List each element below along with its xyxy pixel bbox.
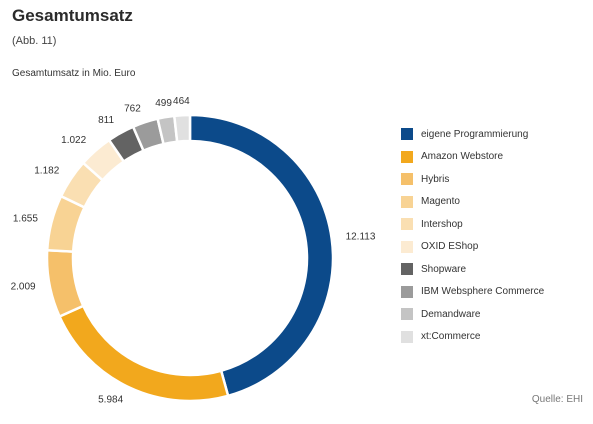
- legend-item-amazon-webstore: Amazon Webstore: [401, 146, 544, 169]
- legend-label: Amazon Webstore: [421, 151, 504, 163]
- legend-item-demandware: Demandware: [401, 303, 544, 326]
- value-label-ibm-websphere-commerce: 762: [124, 104, 141, 115]
- donut-slices: [45, 113, 335, 403]
- chart-title: Gesamtumsatz: [12, 6, 133, 25]
- legend-swatch: [401, 218, 413, 231]
- donut-value-labels: 12.113 5.984 2.009 1.655 1.182 1.022 811 762 499…: [11, 96, 376, 406]
- value-label-shopware: 811: [98, 115, 114, 126]
- value-label-xt-commerce: 464: [173, 96, 190, 107]
- value-label-oxid-eshop: 1.022: [61, 135, 86, 146]
- legend-label: Demandware: [421, 308, 481, 320]
- unit-label: Gesamtumsatz in Mio. Euro: [12, 68, 136, 79]
- legend-swatch: [401, 150, 413, 163]
- legend-label: Shopware: [421, 263, 467, 275]
- legend-swatch: [401, 330, 413, 343]
- slice-amazon-webstore: [57, 304, 230, 403]
- value-label-magento: 1.655: [13, 214, 38, 225]
- value-label-hybris: 2.009: [11, 281, 36, 292]
- legend-swatch: [401, 308, 413, 321]
- slice-xt-commerce: [172, 113, 192, 144]
- legend-label: Hybris: [421, 173, 450, 185]
- slice-eigene-programmierung: [188, 113, 335, 398]
- value-label-eigene-programmierung: 12.113: [346, 232, 376, 243]
- legend-swatch: [401, 128, 413, 141]
- source-note: Quelle: EHI: [531, 394, 583, 405]
- legend-swatch: [401, 173, 413, 186]
- value-label-demandware: 499: [155, 98, 172, 109]
- legend-swatch: [401, 195, 413, 208]
- legend-label: Intershop: [421, 218, 463, 230]
- legend-item-shopware: Shopware: [401, 258, 544, 281]
- slice-hybris: [45, 248, 85, 319]
- legend-label: IBM Websphere Commerce: [421, 286, 545, 298]
- legend-item-ibm-websphere-commerce: IBM Websphere Commerce: [401, 281, 544, 304]
- value-label-intershop: 1.182: [34, 166, 59, 177]
- legend-label: eigene Programmierung: [421, 128, 529, 140]
- chart-legend: eigene Programmierung Amazon Webstore Hybr…: [401, 123, 544, 348]
- legend-item-hybris: Hybris: [401, 168, 544, 191]
- figure-number: (Abb. 11): [12, 35, 57, 47]
- legend-item-intershop: Intershop: [401, 213, 544, 236]
- legend-item-magento: Magento: [401, 191, 544, 214]
- legend-swatch: [401, 263, 413, 276]
- value-label-amazon-webstore: 5.984: [98, 395, 123, 406]
- legend-item-xt-commerce: xt:Commerce: [401, 326, 544, 349]
- legend-swatch: [401, 240, 413, 253]
- legend-item-eigene-programmierung: eigene Programmierung: [401, 123, 544, 146]
- legend-label: Magento: [421, 196, 460, 208]
- legend-label: xt:Commerce: [421, 331, 481, 343]
- legend-swatch: [401, 285, 413, 298]
- legend-label: OXID EShop: [421, 241, 479, 253]
- legend-item-oxid-eshop: OXID EShop: [401, 236, 544, 259]
